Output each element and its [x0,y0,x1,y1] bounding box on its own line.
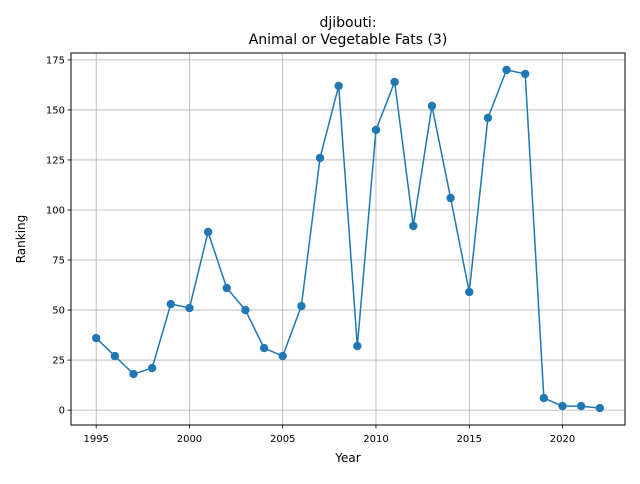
data-point [259,343,269,353]
y-tick-label: 100 [46,205,65,216]
data-point [595,403,605,413]
data-point [166,299,175,309]
x-tick-label: 2000 [177,434,202,445]
data-point [409,221,418,231]
data-point [427,101,437,111]
y-tick-label: 0 [59,406,65,417]
data-point [539,393,549,403]
data-point [91,333,101,343]
data-point [241,305,250,315]
series-line [95,69,600,409]
data-point [203,227,213,237]
x-tick-label: 2015 [457,434,482,445]
data-point [558,401,567,411]
data-point [185,303,194,313]
x-tick-label: 2005 [270,434,295,445]
data-point [278,351,287,361]
x-tick-label: 2010 [363,434,388,445]
x-tick-label: 2020 [550,434,575,445]
y-tick-label: 25 [52,356,65,367]
x-axis-label: Year [334,451,360,465]
data-point [353,341,362,351]
data-point [147,363,157,373]
data-point [110,351,120,361]
y-tick-label: 75 [52,256,65,267]
axes-frame [70,52,626,426]
y-tick-label: 50 [52,306,65,317]
data-point [502,65,511,75]
data-point [129,369,138,379]
data-point [390,77,399,87]
data-point [297,301,306,311]
y-tick-label: 125 [46,155,65,166]
data-point [334,81,343,91]
y-tick-label: 175 [46,55,65,66]
data-point [483,113,493,123]
y-tick-label: 150 [46,105,65,116]
data-point [521,69,530,79]
data-point [315,153,325,163]
data-point [222,283,231,293]
data-point [371,125,381,135]
series-layer [91,65,605,413]
x-tick-label: 1995 [83,434,108,445]
chart-title-line-2: Animal or Vegetable Fats (3) [249,32,448,48]
y-axis-label: Ranking [14,215,28,264]
data-point [576,401,586,411]
data-point [465,287,474,297]
tick-layer: 1995 2000 2005 2010 2015 2020 0 25 50 75 100 125 150… [46,55,575,445]
chart-title-line-1: djibouti: [319,15,376,31]
data-point [446,193,455,203]
